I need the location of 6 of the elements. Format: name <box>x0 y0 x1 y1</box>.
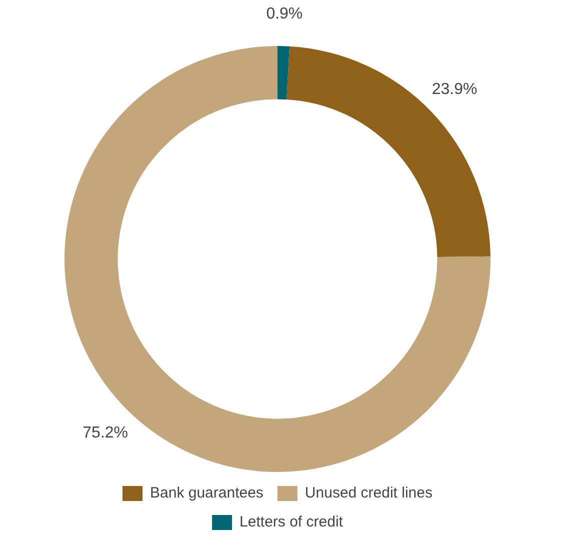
data-label: 23.9% <box>432 81 478 98</box>
data-label: 75.2% <box>82 424 128 442</box>
legend-label: Letters of credit <box>240 514 344 531</box>
legend-label: Unused credit lines <box>304 484 433 502</box>
legend-label: Bank guarantees <box>150 484 264 502</box>
data-label: 0.9% <box>266 6 303 23</box>
